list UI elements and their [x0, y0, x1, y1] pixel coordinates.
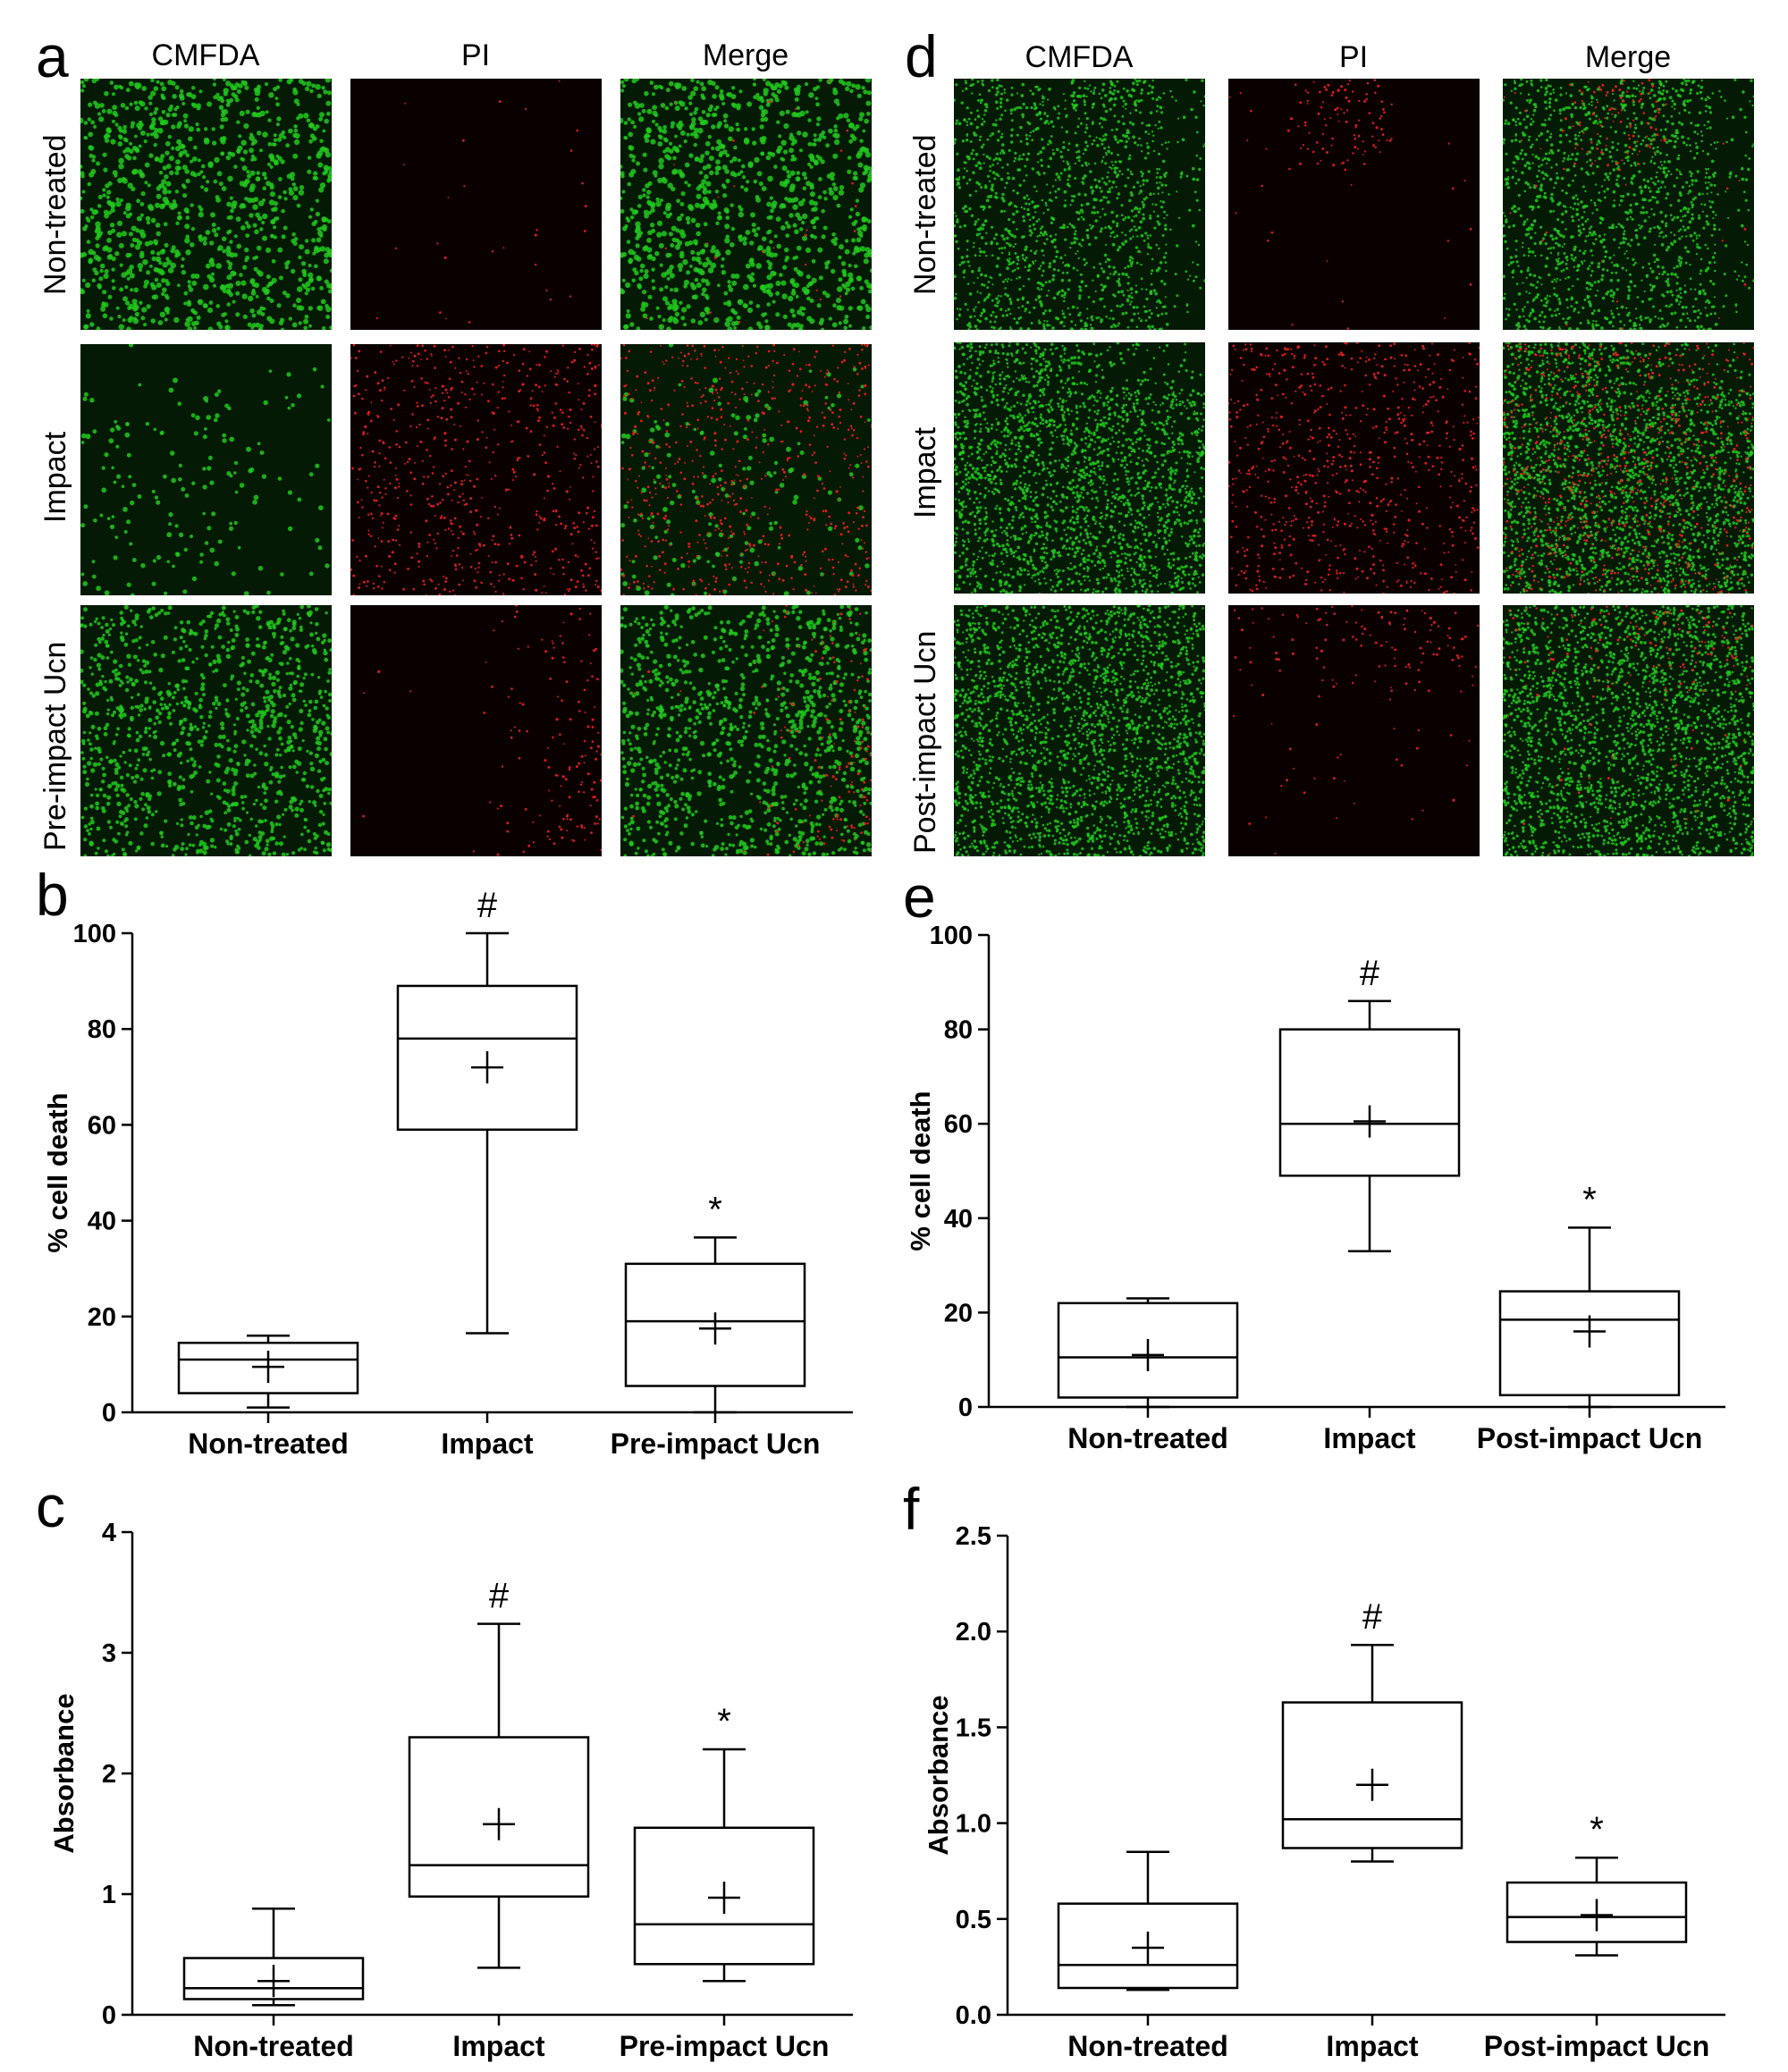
y-tick-label-e: 20 [944, 1299, 973, 1327]
y-tick-label-f: 2.5 [956, 1522, 991, 1551]
x-category-label-b: Non-treated [188, 1428, 349, 1460]
x-category-label-f: Impact [1326, 2030, 1418, 2062]
box-c [408, 1736, 590, 1898]
col-head-a-cmfda: CMFDA [80, 40, 331, 71]
y-axis-label-f: Absorbance [923, 1695, 954, 1855]
micrograph-d-postimpact-pi [1228, 605, 1480, 856]
panel-letter-b: b [36, 865, 69, 924]
micrograph-a-preimpact-pi [350, 605, 602, 856]
box-b [396, 984, 578, 1132]
y-axis-label-b: % cell death [42, 1092, 73, 1252]
panel-letter-f: f [903, 1479, 919, 1538]
micrograph-d-impact-cmfda [954, 342, 1205, 594]
y-tick-label-f: 1.0 [956, 1810, 991, 1839]
micrograph-d-nontreated-merge [1503, 79, 1754, 330]
y-tick-label-f: 1.5 [956, 1714, 991, 1742]
box-f [1505, 1881, 1688, 1943]
x-category-label-f: Post-impact Ucn [1484, 2030, 1709, 2062]
box-b [624, 1262, 806, 1387]
col-head-a-merge: Merge [620, 40, 871, 71]
micrograph-a-impact-pi [350, 344, 602, 595]
y-tick-label-c: 3 [102, 1639, 116, 1668]
box-f [1281, 1701, 1463, 1849]
y-tick-label-c: 4 [102, 1519, 116, 1547]
y-tick-label-e: 100 [930, 922, 973, 950]
y-tick-label-b: 60 [88, 1111, 116, 1140]
col-head-d-pi: PI [1228, 42, 1479, 72]
micrograph-a-impact-merge [620, 344, 872, 595]
significance-marker-e: * [1582, 1180, 1597, 1219]
y-tick-label-e: 40 [944, 1205, 973, 1234]
panel-letter-e: e [903, 867, 936, 926]
significance-marker-f: # [1362, 1597, 1383, 1637]
y-tick-label-b: 80 [88, 1015, 116, 1044]
micrograph-a-nontreated-cmfda [80, 79, 332, 330]
y-tick-label-f: 0.5 [956, 1906, 991, 1934]
box-e [1498, 1290, 1681, 1397]
box-e [1057, 1301, 1239, 1399]
y-axis-label-e: % cell death [905, 1091, 936, 1251]
col-head-a-pi: PI [350, 40, 601, 71]
significance-marker-b: # [477, 886, 498, 925]
y-tick-label-b: 20 [88, 1303, 116, 1332]
micrograph-a-preimpact-merge [620, 605, 872, 856]
micrograph-d-nontreated-cmfda [954, 79, 1205, 330]
y-tick-label-c: 1 [102, 1881, 116, 1909]
x-category-label-c: Impact [452, 2030, 544, 2062]
panel-letter-a: a [36, 27, 69, 86]
x-category-label-c: Non-treated [193, 2030, 354, 2062]
micrograph-a-preimpact-cmfda [80, 605, 332, 856]
box-c [182, 1957, 365, 2000]
panel-letter-c: c [36, 1477, 65, 1536]
micrograph-d-postimpact-cmfda [954, 605, 1205, 856]
micrograph-a-impact-cmfda [80, 344, 332, 595]
significance-marker-c: * [717, 1702, 731, 1741]
panel-letter-d: d [905, 27, 938, 86]
box-e [1278, 1028, 1461, 1177]
y-tick-label-f: 0.0 [956, 2001, 991, 2030]
micrograph-d-nontreated-pi [1228, 79, 1480, 330]
significance-marker-b: * [708, 1190, 722, 1229]
box-b [177, 1342, 359, 1394]
y-tick-label-b: 40 [88, 1208, 116, 1236]
y-tick-label-c: 0 [102, 2001, 116, 2030]
y-tick-label-b: 0 [102, 1399, 116, 1428]
significance-marker-e: # [1360, 954, 1380, 993]
x-category-label-f: Non-treated [1067, 2030, 1228, 2062]
col-head-d-cmfda: CMFDA [954, 42, 1204, 72]
y-tick-label-b: 100 [73, 920, 116, 948]
y-tick-label-c: 2 [102, 1760, 116, 1789]
x-category-label-e: Post-impact Ucn [1477, 1422, 1702, 1454]
y-axis-label-c: Absorbance [48, 1693, 80, 1853]
micrograph-a-nontreated-pi [350, 79, 602, 330]
micrograph-a-nontreated-merge [620, 79, 872, 330]
y-tick-label-e: 80 [944, 1016, 973, 1045]
box-f [1057, 1902, 1239, 1990]
y-tick-label-e: 0 [958, 1394, 973, 1422]
y-tick-label-f: 2.0 [956, 1618, 991, 1647]
significance-marker-c: # [489, 1577, 510, 1616]
x-category-label-c: Pre-impact Ucn [620, 2030, 830, 2062]
x-category-label-b: Impact [441, 1428, 533, 1460]
y-tick-label-e: 60 [944, 1110, 973, 1139]
micrograph-d-impact-pi [1228, 342, 1480, 594]
micrograph-d-postimpact-merge [1503, 605, 1754, 856]
micrograph-d-impact-merge [1503, 342, 1754, 594]
box-c [633, 1826, 815, 1966]
significance-marker-f: * [1590, 1810, 1604, 1849]
x-category-label-e: Non-treated [1067, 1422, 1228, 1454]
col-head-d-merge: Merge [1503, 42, 1753, 72]
x-category-label-b: Pre-impact Ucn [611, 1428, 821, 1460]
x-category-label-e: Impact [1323, 1422, 1415, 1454]
